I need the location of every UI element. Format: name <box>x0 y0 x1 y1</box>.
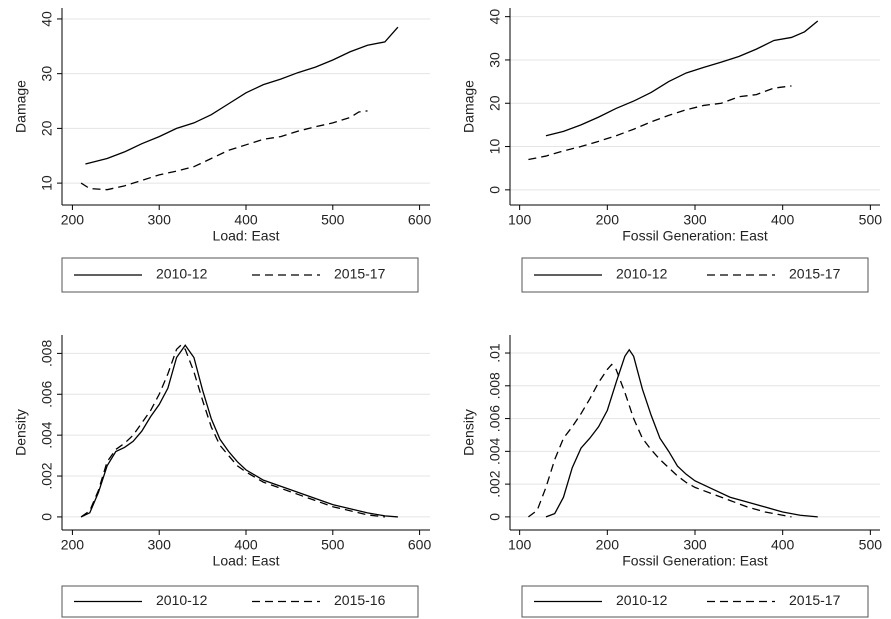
x-tick-label: 200 <box>596 537 620 553</box>
x-tick-label: 400 <box>234 212 258 228</box>
x-tick-label: 200 <box>61 212 85 228</box>
series-line <box>85 26 399 165</box>
y-tick-label: 40 <box>487 9 503 25</box>
y-axis-label: Damage <box>461 80 477 133</box>
y-tick-label: .008 <box>487 372 503 399</box>
y-axis-label: Damage <box>13 80 29 133</box>
legend-label: 2010-12 <box>156 592 208 608</box>
x-tick-label: 500 <box>321 537 345 553</box>
x-tick-label: 400 <box>771 212 795 228</box>
x-tick-label: 100 <box>508 212 532 228</box>
x-tick-label: 500 <box>859 537 883 553</box>
series-line <box>528 363 792 518</box>
legend-label: 2015-17 <box>789 266 841 282</box>
x-tick-label: 300 <box>683 212 707 228</box>
series-line <box>80 110 368 191</box>
y-tick-label: .008 <box>39 340 55 367</box>
y-tick-label: 0 <box>487 186 503 194</box>
x-tick-label: 600 <box>408 537 432 553</box>
y-tick-label: 0 <box>39 513 55 521</box>
x-tick-label: 500 <box>321 212 345 228</box>
x-tick-label: 100 <box>508 537 532 553</box>
x-tick-label: 400 <box>771 537 795 553</box>
y-tick-label: .004 <box>487 438 503 465</box>
x-tick-label: 200 <box>61 537 85 553</box>
x-axis-label: Load: East <box>213 228 280 244</box>
y-tick-label: .006 <box>39 380 55 407</box>
legend-label: 2015-17 <box>789 592 841 608</box>
y-axis-label: Density <box>13 409 29 456</box>
legend-label: 2010-12 <box>156 266 208 282</box>
x-tick-label: 600 <box>408 212 432 228</box>
x-tick-label: 200 <box>596 212 620 228</box>
y-tick-label: .002 <box>487 470 503 497</box>
series-line <box>80 344 398 518</box>
x-tick-label: 500 <box>859 212 883 228</box>
y-tick-label: 30 <box>39 66 55 82</box>
x-tick-label: 300 <box>148 212 172 228</box>
x-tick-label: 300 <box>683 537 707 553</box>
series-line <box>545 20 819 137</box>
legend-label: 2010-12 <box>616 592 668 608</box>
y-tick-label: 20 <box>487 95 503 111</box>
y-tick-label: 10 <box>487 139 503 155</box>
legend-label: 2010-12 <box>616 266 668 282</box>
x-tick-label: 300 <box>148 537 172 553</box>
y-tick-label: 40 <box>39 11 55 27</box>
series-line <box>545 348 818 518</box>
y-tick-label: 30 <box>487 52 503 68</box>
y-axis-label: Density <box>461 409 477 456</box>
x-tick-label: 400 <box>234 537 258 553</box>
y-tick-label: .004 <box>39 421 55 448</box>
series-line <box>80 344 385 518</box>
y-tick-label: .01 <box>487 343 503 363</box>
x-axis-label: Load: East <box>213 553 280 569</box>
y-tick-label: 10 <box>39 175 55 191</box>
x-axis-label: Fossil Generation: East <box>622 553 768 569</box>
x-axis-label: Fossil Generation: East <box>622 228 768 244</box>
y-tick-label: 20 <box>39 120 55 136</box>
y-tick-label: .002 <box>39 462 55 489</box>
y-tick-label: 0 <box>487 513 503 521</box>
legend-label: 2015-16 <box>334 592 386 608</box>
y-tick-label: .006 <box>487 405 503 432</box>
series-line <box>528 85 792 161</box>
legend-label: 2015-17 <box>334 266 386 282</box>
